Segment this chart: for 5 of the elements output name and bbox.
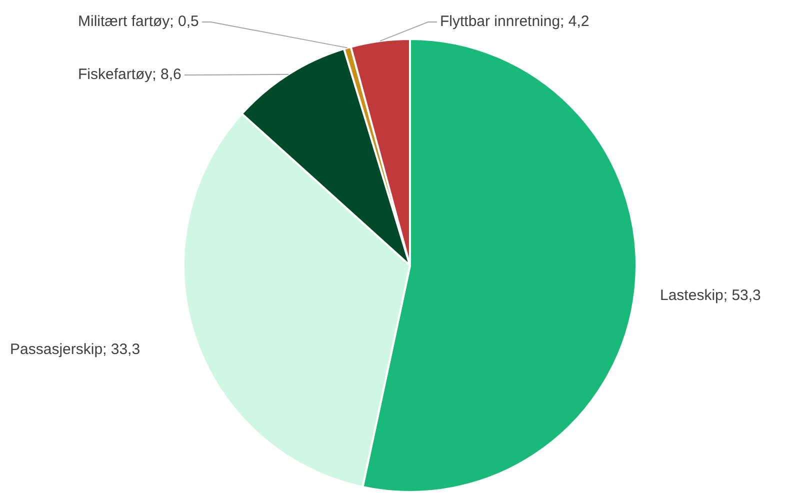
- slice-label: Militært fartøy; 0,5: [78, 13, 199, 30]
- slice-label: Flyttbar innretning; 4,2: [440, 13, 590, 30]
- slice-label: Passasjerskip; 33,3: [10, 341, 140, 358]
- slice-label: Fiskefartøy; 8,6: [78, 66, 182, 84]
- slice-label: Lasteskip; 53,3: [660, 287, 761, 304]
